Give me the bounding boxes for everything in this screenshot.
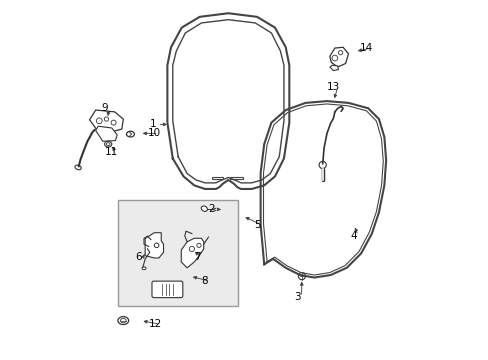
Text: 2: 2	[208, 204, 214, 215]
Text: 5: 5	[253, 220, 260, 230]
Polygon shape	[89, 110, 123, 132]
Text: 8: 8	[202, 276, 208, 286]
Polygon shape	[96, 126, 117, 141]
Circle shape	[111, 120, 116, 125]
Circle shape	[298, 273, 305, 280]
Text: 4: 4	[350, 231, 356, 240]
Ellipse shape	[201, 206, 207, 211]
Circle shape	[319, 161, 325, 168]
Polygon shape	[181, 238, 203, 268]
Text: 11: 11	[104, 147, 118, 157]
Text: 9: 9	[101, 103, 108, 113]
Circle shape	[189, 246, 194, 252]
Text: 7: 7	[193, 252, 200, 262]
Ellipse shape	[106, 143, 110, 145]
Polygon shape	[329, 65, 338, 71]
Polygon shape	[145, 233, 163, 258]
Text: 6: 6	[135, 252, 142, 262]
Ellipse shape	[142, 267, 146, 270]
Circle shape	[338, 50, 342, 55]
FancyBboxPatch shape	[152, 281, 183, 298]
Ellipse shape	[126, 131, 134, 137]
Ellipse shape	[104, 141, 112, 147]
FancyBboxPatch shape	[118, 201, 238, 306]
Text: 3: 3	[293, 292, 300, 302]
Text: 13: 13	[326, 82, 339, 93]
Text: 14: 14	[359, 43, 372, 53]
Circle shape	[104, 117, 108, 121]
Circle shape	[154, 243, 159, 248]
Circle shape	[331, 55, 337, 61]
Ellipse shape	[75, 165, 81, 170]
Ellipse shape	[118, 317, 128, 324]
Text: 12: 12	[149, 319, 162, 329]
Polygon shape	[329, 47, 348, 67]
Text: 1: 1	[149, 120, 156, 129]
Text: 10: 10	[147, 129, 161, 138]
Ellipse shape	[120, 319, 126, 323]
Circle shape	[197, 243, 201, 248]
Circle shape	[96, 118, 102, 124]
